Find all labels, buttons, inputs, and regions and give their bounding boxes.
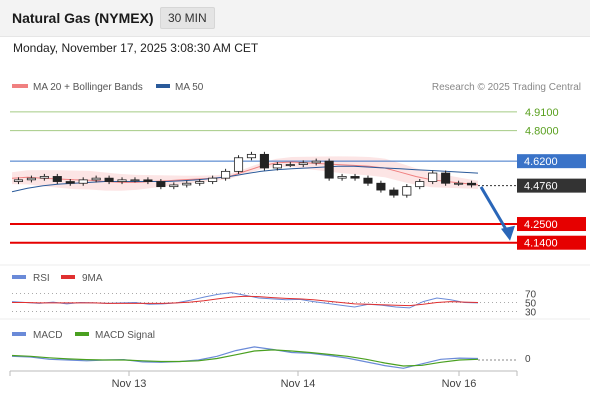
candle-body: [454, 182, 464, 185]
candle-body: [233, 157, 244, 172]
candle-body: [441, 172, 451, 184]
candle-body: [363, 177, 373, 184]
candle-body: [337, 176, 347, 179]
candle-body: [13, 179, 24, 182]
ma50-line: [11, 165, 479, 193]
macd-ref-label: 0: [525, 354, 531, 365]
candle-body: [130, 179, 140, 182]
rsi-ref-label: 30: [525, 308, 537, 319]
candle-body: [402, 186, 412, 196]
macd-legend-label: MACD: [33, 330, 62, 341]
candle-body: [298, 162, 308, 165]
candle-body: [78, 179, 88, 184]
ninema-legend-label: 9MA: [82, 273, 103, 284]
macd-legend: MACD MACD Signal: [12, 330, 155, 341]
candle-body: [428, 172, 438, 182]
level-label-pivot: 4.6200: [524, 156, 558, 168]
level-label-resistance: 4.9100: [525, 107, 559, 119]
candle-body: [376, 182, 386, 191]
candle-body: [415, 181, 425, 188]
credit-label: Research © 2025 Trading Central: [432, 82, 581, 93]
level-tag-pivot: [517, 154, 586, 169]
candle-body: [259, 153, 269, 169]
forecast-arrow-shaft: [479, 186, 510, 234]
ninema-line: [12, 295, 479, 307]
macd-line: [11, 346, 479, 369]
candle-body: [350, 176, 360, 179]
candle-body: [466, 182, 477, 186]
ma20-legend-label: MA 20 + Bollinger Bands: [33, 82, 143, 93]
rsi-ref-label: 70: [525, 290, 537, 301]
candle-body: [117, 179, 127, 182]
rsi-ref-label: 50: [525, 299, 537, 310]
ma50-legend-label: MA 50: [175, 82, 204, 93]
price-legend: MA 20 + Bollinger Bands MA 50 Research ©…: [12, 82, 581, 93]
price-panel: 4.9100 4.8000 4.6200 4.2500 4.1400 4.4760: [10, 107, 586, 250]
macd-legend-swatch: [12, 332, 26, 336]
instrument-title: Natural Gas (NYMEX): [12, 10, 154, 26]
level-tag-support: [517, 217, 586, 232]
level-label-support: 4.2500: [524, 219, 558, 231]
candle-body: [104, 177, 114, 182]
x-tick-label: Nov 14: [281, 378, 316, 390]
candle-body: [195, 181, 205, 184]
candle-body: [324, 160, 334, 179]
candle-body: [285, 164, 295, 166]
ma20-line: [11, 161, 479, 186]
level-tag-support: [517, 235, 586, 250]
forecast-arrow-head: [501, 225, 515, 241]
x-axis: Nov 13 Nov 14 Nov 16: [9, 370, 518, 390]
ma20-legend-swatch: [12, 84, 28, 88]
candle-body: [169, 184, 179, 188]
candle-body: [91, 177, 101, 181]
chart-header: Natural Gas (NYMEX) 30 MIN: [0, 0, 590, 37]
ma50-legend-swatch: [156, 84, 170, 88]
level-label-support: 4.1400: [524, 238, 558, 250]
last-price-label: 4.4760: [524, 181, 558, 193]
last-price-tag: [517, 178, 586, 193]
candle-body: [246, 153, 257, 159]
macd-panel: 0: [11, 346, 531, 369]
candle-body: [65, 181, 75, 184]
candle-body: [182, 182, 192, 186]
candle-body: [389, 189, 399, 196]
candle-body: [221, 170, 231, 179]
rsi-legend-label: RSI: [33, 273, 50, 284]
level-label-resistance: 4.8000: [525, 126, 559, 138]
rsi-legend-swatch: [12, 275, 26, 279]
x-tick-label: Nov 16: [442, 378, 477, 390]
candle-body: [143, 179, 153, 182]
macd-signal-legend-swatch: [75, 332, 89, 336]
candle-body: [52, 176, 62, 182]
ninema-legend-swatch: [61, 275, 75, 279]
x-tick-label: Nov 13: [112, 378, 147, 390]
candle-body: [39, 176, 49, 179]
candle-body: [311, 160, 321, 164]
candle-body: [26, 177, 36, 181]
timestamp: Monday, November 17, 2025 3:08:30 AM CET: [13, 41, 259, 55]
rsi-legend: RSI 9MA: [12, 273, 103, 284]
macd-signal-legend-label: MACD Signal: [95, 330, 155, 341]
candle-body: [208, 177, 218, 182]
candle-body: [272, 164, 282, 169]
macd-signal-line: [11, 349, 479, 367]
interval-badge[interactable]: 30 MIN: [160, 7, 215, 29]
candle-body: [156, 181, 166, 188]
